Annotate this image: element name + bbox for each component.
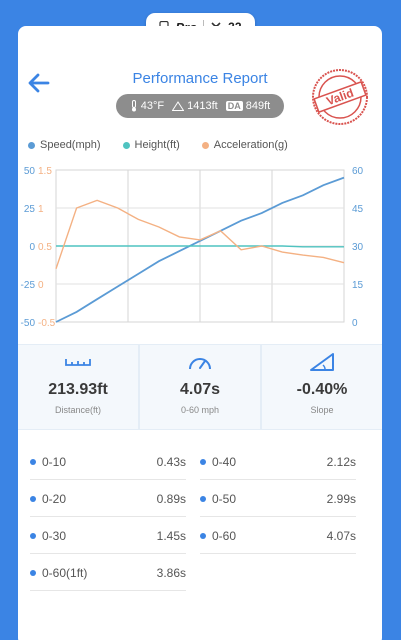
y-tick-label-outer: 0	[29, 242, 35, 253]
altitude-value: 1413ft	[187, 100, 218, 112]
bullet-dot	[30, 458, 36, 465]
legend-label: Height(ft)	[134, 139, 180, 151]
bullet-dot	[200, 495, 206, 502]
split-time-row: 0-20 0.89s	[30, 481, 186, 517]
split-value: 1.45s	[156, 528, 186, 543]
stat-zero-sixty: 4.07s 0-60 mph	[140, 345, 262, 429]
y-tick-label-outer: -25	[21, 280, 36, 291]
legend-item: Speed(mph)	[28, 139, 101, 151]
stat-distance: 213.93ft Distance(ft)	[18, 345, 140, 429]
split-value: 2.99s	[326, 491, 356, 506]
bullet-dot	[200, 458, 206, 465]
split-label: 0-20	[42, 491, 67, 506]
report-card: Performance Report 43°F 1413ft DA 849ft …	[18, 26, 382, 640]
y-tick-label-inner: 1.5	[38, 166, 52, 177]
y-tick-label-right: 0	[352, 318, 358, 329]
stat-value: 4.07s	[179, 381, 221, 398]
split-value: 4.07s	[326, 528, 356, 543]
temperature-value: 43°F	[140, 100, 165, 112]
split-label: 0-10	[42, 454, 67, 469]
split-time-row: 0-10 0.43s	[30, 444, 186, 480]
conditions-pill: 43°F 1413ft DA 849ft	[116, 94, 284, 118]
speedometer-icon	[189, 358, 211, 370]
stat-label: Distance(ft)	[54, 405, 101, 415]
legend-label: Acceleration(g)	[213, 139, 288, 151]
y-tick-label-right: 60	[352, 166, 364, 177]
bullet-dot	[30, 569, 36, 576]
bullet-dot	[200, 532, 206, 539]
y-tick-label-outer: 50	[24, 166, 36, 177]
split-label: 0-30	[42, 528, 67, 543]
da-value: 849ft	[245, 100, 271, 112]
split-value: 0.89s	[156, 491, 186, 506]
legend-item: Acceleration(g)	[201, 139, 288, 151]
split-label: 0-60(1ft)	[42, 565, 88, 580]
thermometer-icon	[131, 100, 136, 112]
split-value: 2.12s	[326, 454, 356, 469]
da-badge: DA	[225, 101, 243, 111]
split-time-row: 0-60(1ft) 3.86s	[30, 555, 186, 591]
legend-dot	[122, 141, 130, 149]
y-tick-label-outer: 25	[24, 204, 36, 215]
y-tick-label-right: 45	[352, 204, 364, 215]
split-time-row: 0-60 4.07s	[200, 518, 356, 554]
legend-label: Speed(mph)	[40, 139, 101, 151]
chart-legend: Speed(mph) Height(ft) Acceleration(g)	[28, 139, 288, 151]
bullet-dot	[30, 495, 36, 502]
split-value: 0.43s	[156, 454, 186, 469]
mountain-icon	[172, 101, 185, 111]
split-value: 3.86s	[156, 565, 186, 580]
split-time-row: 0-30 1.45s	[30, 518, 186, 554]
bullet-dot	[30, 532, 36, 539]
y-tick-label-right: 30	[352, 242, 364, 253]
stat-value: -0.40%	[296, 381, 348, 398]
stat-label: Slope	[310, 405, 334, 415]
y-tick-label-inner: 0.5	[38, 242, 52, 253]
y-tick-label-right: 15	[352, 280, 364, 291]
temperature: 43°F	[130, 100, 164, 112]
y-tick-label-inner: 1	[38, 204, 44, 215]
y-tick-label-inner: -0.5	[38, 318, 56, 329]
split-label: 0-50	[212, 491, 237, 506]
valid-stamp: Valid	[312, 69, 368, 125]
stat-label: 0-60 mph	[180, 405, 220, 415]
series-line-height-ft	[56, 245, 344, 248]
legend-dot	[28, 141, 35, 149]
split-time-row: 0-40 2.12s	[200, 444, 356, 480]
series-line-speed-mph	[55, 176, 345, 323]
altitude: 1413ft	[172, 100, 218, 112]
y-tick-label-inner: 0	[38, 280, 44, 291]
series-line-acceleration-g	[55, 199, 345, 270]
slope-icon	[310, 353, 334, 371]
split-time-row: 0-50 2.99s	[200, 481, 356, 517]
split-label: 0-60	[212, 528, 237, 543]
y-tick-label-outer: -50	[21, 318, 36, 329]
legend-item: Height(ft)	[122, 139, 180, 151]
legend-dot	[201, 141, 209, 149]
stat-value: 213.93ft	[48, 381, 108, 398]
stat-slope: -0.40% Slope	[262, 345, 382, 429]
page-title: Performance Report	[132, 70, 268, 87]
back-arrow-icon[interactable]	[26, 70, 52, 96]
density-altitude: DA 849ft	[225, 100, 271, 112]
ruler-icon	[65, 359, 91, 366]
split-label: 0-40	[212, 454, 237, 469]
stats-row: 213.93ft Distance(ft) 4.07s 0-60 mph -0.…	[18, 344, 382, 430]
